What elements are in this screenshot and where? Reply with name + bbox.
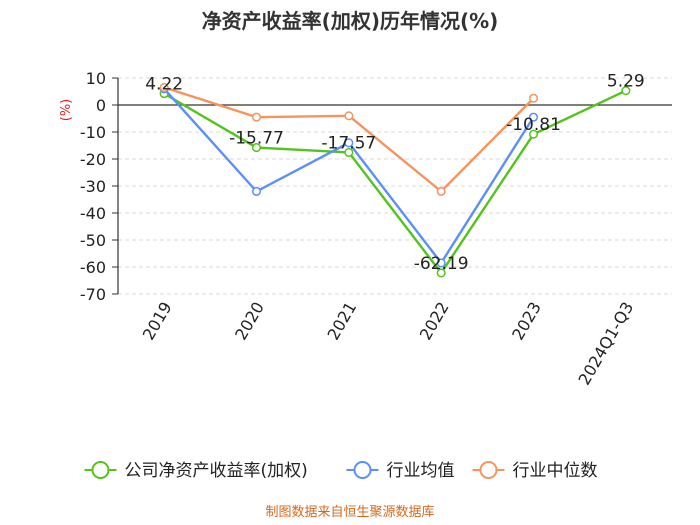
grid-lines: [118, 77, 672, 295]
legend-label: 行业均值: [387, 461, 455, 481]
y-axis-unit-label: (%): [59, 99, 74, 122]
legend-item[interactable]: 行业均值: [346, 461, 455, 481]
data-label: -15.77: [229, 129, 284, 149]
x-tick-label: 2024Q1-Q3: [575, 299, 638, 389]
y-tick-label: -50: [80, 231, 106, 250]
series-line: [163, 89, 627, 275]
legend-label: 行业中位数: [513, 461, 598, 481]
data-point: [159, 82, 169, 92]
legend-circle-marker: [353, 461, 372, 479]
x-tick-label: 2021: [323, 299, 360, 344]
data-label: 5.29: [607, 72, 645, 92]
y-tick-label: -10: [80, 123, 106, 142]
data-point: [436, 258, 446, 268]
data-label: 4.22: [145, 75, 183, 95]
legend-label: 公司净资产收益率(加权): [125, 461, 308, 481]
data-point: [528, 129, 539, 139]
x-tick-label: 2019: [139, 299, 176, 344]
chart-title: 净资产收益率(加权)历年情况(%): [202, 9, 499, 33]
y-tick-label: 10: [86, 69, 106, 88]
data-point: [251, 112, 262, 122]
x-tick-label: 2022: [416, 299, 453, 344]
data-label: -10.81: [506, 115, 561, 135]
data-point: [436, 268, 446, 278]
data-point: [251, 186, 262, 196]
x-tick-label: 2020: [231, 299, 268, 344]
legend-circle-marker: [479, 461, 498, 479]
y-tick-label: -60: [80, 258, 106, 277]
data-point: [528, 93, 539, 103]
data-point: [621, 86, 631, 96]
source-footer: 制图数据来自恒生聚源数据库: [265, 504, 434, 520]
y-tick-label: -40: [80, 204, 106, 223]
y-tick-label: -20: [80, 150, 106, 169]
data-label: -62.19: [414, 254, 469, 274]
data-point: [528, 112, 539, 122]
legend-item[interactable]: 行业中位数: [472, 461, 598, 481]
data-point: [344, 147, 354, 157]
x-tick-label: 2023: [508, 299, 545, 344]
data-point: [436, 186, 446, 196]
data-point: [344, 138, 354, 148]
legend-circle-marker: [91, 461, 110, 479]
y-tick-label: -30: [80, 177, 106, 196]
data-labels: 4.22 -15.77 -17.57 -62.19 -10.81 5.29: [145, 72, 645, 274]
data-point: [251, 143, 262, 153]
data-point: [344, 111, 354, 121]
data-label: -17.57: [321, 133, 376, 153]
axes: 10 0 -10 -20 -30 -40 -50 -60 -70 2019 2020 2021 2022…: [80, 69, 672, 388]
y-tick-label: -70: [80, 285, 106, 304]
series-lines: [159, 82, 631, 278]
legend[interactable]: 公司净资产收益率(加权) 行业均值 行业中位数: [84, 461, 598, 481]
y-tick-label: 0: [96, 96, 106, 115]
legend-item[interactable]: 公司净资产收益率(加权): [84, 461, 308, 481]
